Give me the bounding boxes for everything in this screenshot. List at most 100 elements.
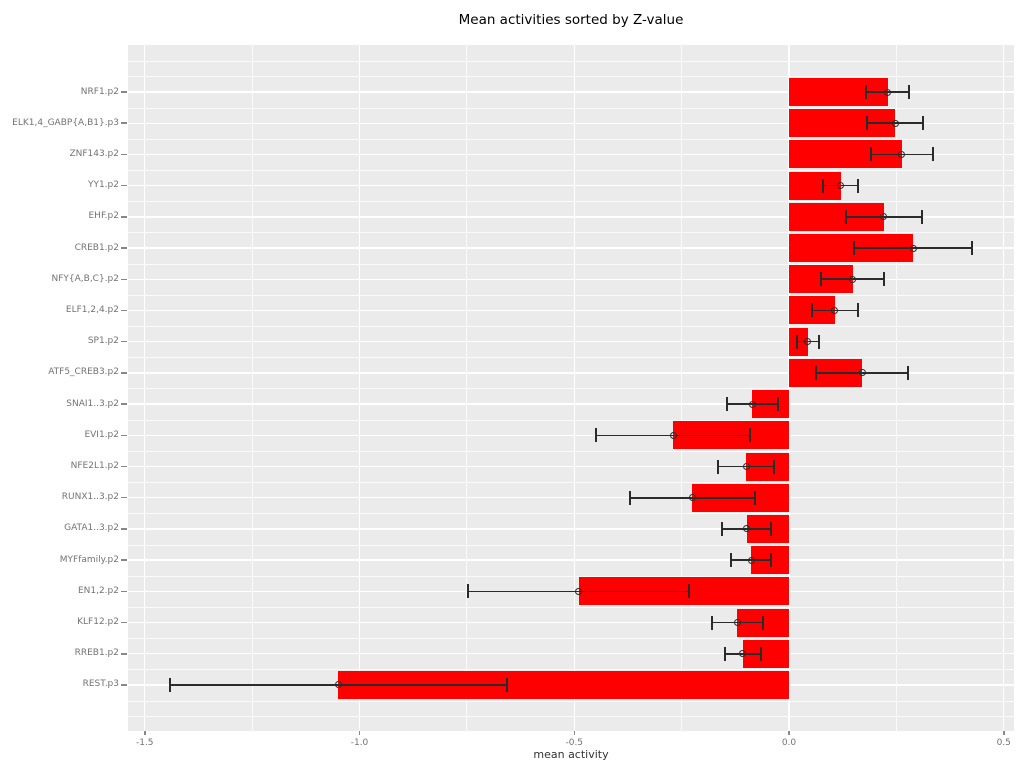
error-bar-mean-marker [742, 463, 750, 471]
h-gridline-major [128, 497, 1014, 499]
x-axis-title: mean activity [533, 748, 609, 761]
error-bar-cap-right [777, 397, 780, 412]
y-axis-label: EHF.p2 [88, 211, 120, 222]
h-gridline-major [128, 465, 1014, 468]
error-bar-mean-marker [891, 119, 899, 127]
error-bar-cap-right [759, 646, 762, 661]
error-bar-cap-right [687, 584, 690, 599]
x-axis-tick [788, 731, 790, 735]
y-axis-label: SNAI1..3.p2 [66, 398, 119, 409]
error-bar-mean-marker [733, 619, 741, 627]
plot-panel [128, 45, 1014, 731]
h-gridline-major [128, 528, 1014, 530]
y-axis-label: REST.p3 [82, 679, 119, 690]
error-bar-cap-right [749, 428, 752, 443]
error-bar-mean-marker [880, 213, 888, 221]
y-axis-label: GATA1..3.p2 [64, 523, 119, 534]
x-axis-tick [573, 731, 575, 735]
error-bar-cap-left [594, 428, 597, 443]
h-gridline-major [128, 216, 1014, 218]
h-gridline-minor [128, 513, 1014, 515]
error-bar-cap-left [810, 303, 813, 318]
y-axis-tick [121, 309, 127, 312]
error-bar-cap-right [817, 334, 820, 349]
h-gridline-major [128, 247, 1014, 249]
error-bar-mean-marker [884, 88, 892, 96]
error-bar-cap-left [721, 521, 724, 536]
y-axis-label: CREB1.p2 [74, 242, 119, 253]
y-axis-label: SP1.p2 [87, 336, 119, 347]
h-gridline-minor [128, 638, 1014, 640]
h-gridline-minor [128, 60, 1014, 62]
y-axis-tick [121, 434, 127, 437]
h-gridline-minor [128, 170, 1014, 172]
y-axis-tick [121, 465, 127, 468]
y-axis-label: ZNF143.p2 [69, 148, 119, 159]
error-bar-cap-left [723, 646, 726, 661]
y-axis-tick [121, 153, 127, 156]
error-bar-mean-marker [739, 650, 747, 658]
error-bar-cap-left [865, 85, 868, 99]
x-axis-tick-label: -0.5 [565, 738, 584, 748]
y-axis-label: NFE2L1.p2 [70, 461, 119, 472]
error-bar-cap-right [857, 303, 860, 318]
v-gridline-major [1003, 45, 1005, 731]
error-bar-mean-marker [837, 182, 845, 190]
y-axis-label: EN1,2.p2 [77, 585, 119, 596]
y-axis-label: RREB1.p2 [74, 648, 119, 659]
h-gridline-minor [128, 419, 1014, 421]
error-bar-mean-marker [688, 494, 696, 502]
error-bar-cap-left [852, 241, 855, 256]
error-bar-cap-right [922, 116, 924, 131]
h-gridline-minor [128, 76, 1014, 78]
v-gridline-major [358, 45, 361, 731]
y-axis-tick [121, 590, 127, 593]
y-axis-tick [121, 122, 127, 124]
y-axis-tick [121, 496, 127, 499]
h-gridline-minor [128, 606, 1014, 608]
y-axis-label: NRF1.p2 [80, 86, 119, 97]
error-bar-mean-marker [334, 681, 342, 689]
error-bar-mean-marker [804, 338, 812, 346]
error-bar-mean-marker [909, 244, 917, 252]
error-bar-cap-left [629, 490, 632, 505]
error-bar-cap-left [815, 365, 818, 380]
v-gridline-minor [681, 45, 683, 731]
v-gridline-minor [466, 45, 468, 731]
error-bar-cap-left [710, 615, 713, 630]
error-bar-cap-right [753, 490, 756, 505]
h-gridline-minor [128, 138, 1014, 140]
error-bar-mean-marker [858, 369, 866, 377]
h-gridline-major [128, 653, 1014, 655]
h-gridline-major [128, 122, 1014, 124]
x-axis-tick-label: -1.0 [350, 738, 369, 748]
error-bar-cap-left [467, 584, 470, 599]
x-axis-tick-label: 0.0 [781, 738, 797, 748]
h-gridline-major [128, 559, 1014, 561]
y-axis-tick [121, 528, 127, 530]
error-bar-mean-marker [575, 587, 583, 595]
h-gridline-minor [128, 700, 1014, 702]
h-gridline-minor [128, 575, 1014, 577]
h-gridline-minor [128, 232, 1014, 234]
h-gridline-minor [128, 357, 1014, 359]
chart-title: Mean activities sorted by Z-value [458, 12, 684, 28]
h-gridline-minor [128, 716, 1014, 718]
h-gridline-major [128, 153, 1014, 156]
x-axis-tick [358, 731, 361, 735]
error-bar-cap-right [907, 365, 910, 380]
y-axis-tick [121, 653, 127, 655]
error-bar-cap-left [866, 116, 869, 131]
error-bar-cap-right [772, 459, 775, 474]
h-gridline-major [128, 621, 1014, 624]
error-bar-cap-right [505, 677, 508, 692]
y-axis-tick [121, 247, 127, 249]
h-gridline-major [128, 184, 1014, 187]
h-gridline-major [128, 340, 1014, 343]
h-gridline-minor [128, 388, 1014, 390]
x-axis-tick [1003, 731, 1005, 735]
error-bar-cap-left [730, 553, 733, 568]
error-bar-cap-left [870, 147, 873, 162]
y-axis-tick [121, 372, 127, 374]
